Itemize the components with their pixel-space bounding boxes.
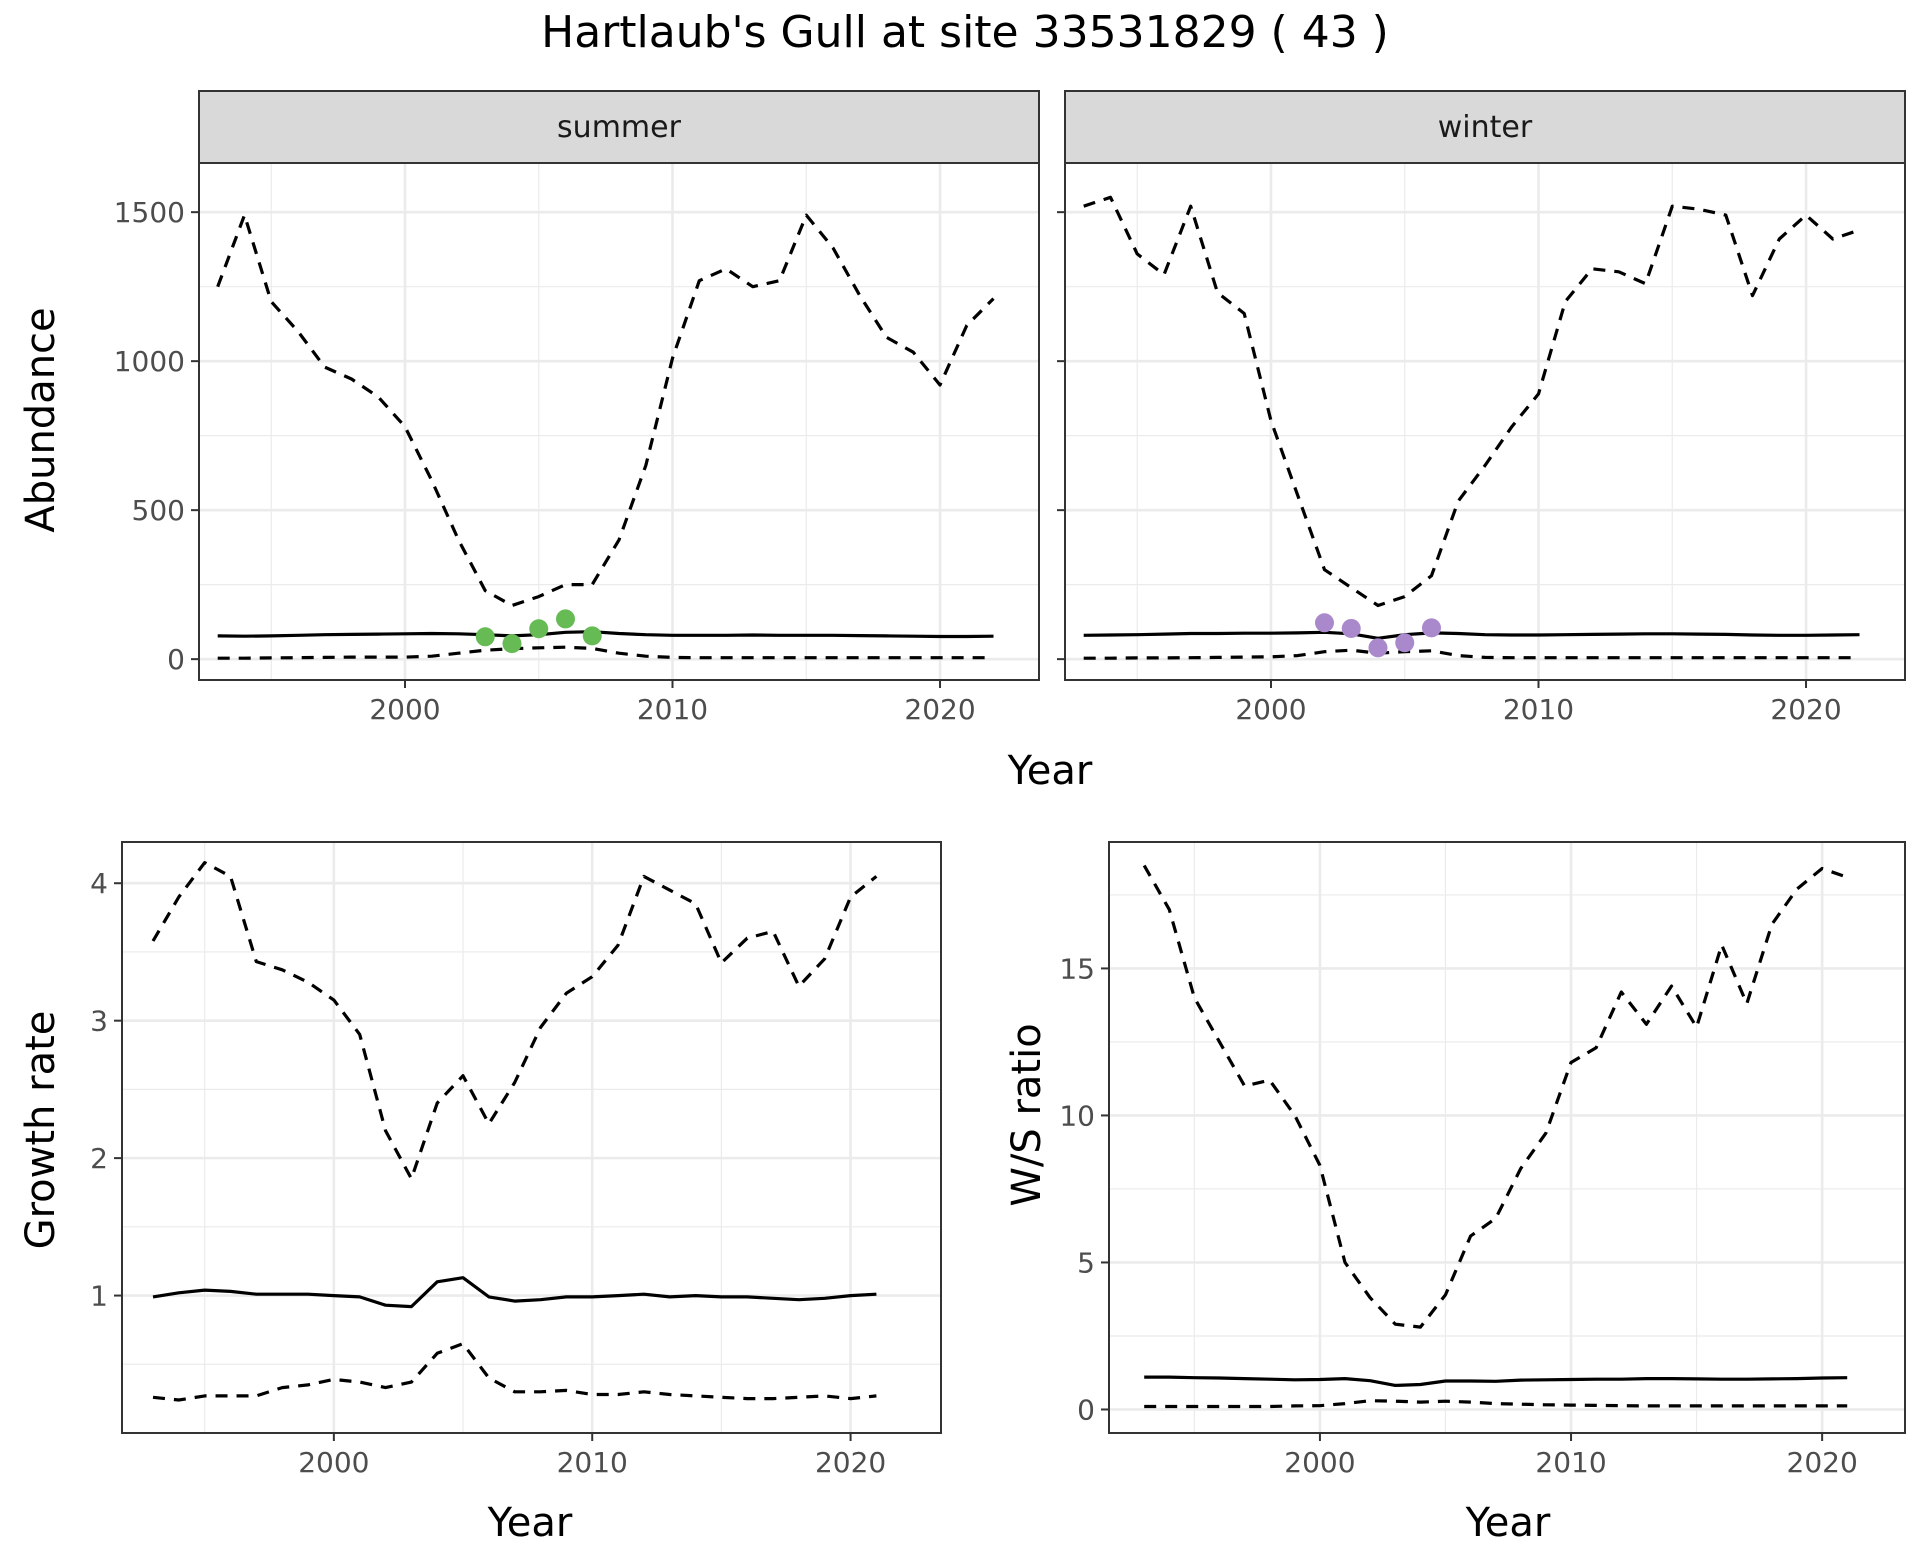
ratio-x-tick-label: 2010	[1535, 1446, 1606, 1479]
winter-strip	[1064, 90, 1906, 164]
winter-panel: winter 2000 2010 2020	[1057, 90, 1906, 726]
growth-panel-border	[121, 841, 942, 1434]
summer-observed-point	[502, 634, 522, 654]
growth-x-axis-title: Year	[487, 1500, 573, 1546]
summer-x-tick-label: 2020	[904, 693, 975, 726]
summer-panel: summer 2000 2010 2020 0 500 1000 1500	[114, 90, 1040, 726]
ratio-y-tick-label: 0	[1077, 1393, 1095, 1426]
winter-observed-point	[1341, 618, 1361, 638]
abundance-x-axis-title: Year	[1007, 748, 1093, 794]
ratio-panel-border	[1108, 841, 1906, 1434]
growth-x-tick-label: 2020	[815, 1446, 886, 1479]
growth-y-tick-label: 3	[90, 1005, 108, 1038]
ratio-panel: 2000 2010 2020 0 5 10 15	[1059, 841, 1906, 1479]
ratio-y-tick-label: 5	[1077, 1246, 1095, 1279]
winter-lower-line	[1083, 648, 1860, 660]
winter-observed-point	[1368, 638, 1388, 658]
winter-observed-point	[1314, 613, 1334, 633]
ratio-upper-line	[1142, 864, 1848, 1329]
winter-observed-point	[1395, 633, 1415, 653]
winter-x-tick-label: 2020	[1770, 693, 1841, 726]
winter-observed-point	[1421, 618, 1441, 638]
summer-observed-point	[582, 626, 602, 646]
summer-upper-line	[216, 213, 995, 608]
winter-upper-line	[1083, 195, 1861, 608]
ratio-y-axis-title: W/S ratio	[1004, 1023, 1050, 1206]
summer-y-tick-label: 1500	[114, 196, 185, 229]
ratio-median-line	[1144, 1375, 1848, 1388]
summer-strip	[198, 90, 1040, 164]
summer-x-tick-label: 2010	[637, 693, 708, 726]
summer-observed-point	[475, 627, 495, 647]
growth-x-tick-label: 2000	[298, 1446, 369, 1479]
summer-y-tick-label: 0	[167, 643, 185, 676]
growth-y-axis-title: Growth rate	[18, 1011, 64, 1250]
abundance-y-axis-title: Abundance	[18, 307, 64, 532]
summer-lower-line	[217, 645, 994, 660]
growth-y-tick-label: 1	[90, 1280, 108, 1313]
summer-median-line	[217, 630, 994, 639]
summer-observed-point	[529, 619, 549, 639]
growth-lower-line	[152, 1342, 877, 1402]
figure-title: Hartlaub's Gull at site 33531829 ( 43 )	[541, 7, 1389, 58]
ratio-y-tick-label: 10	[1059, 1099, 1095, 1132]
ratio-x-tick-label: 2020	[1787, 1446, 1858, 1479]
winter-median-line	[1083, 630, 1860, 640]
winter-strip-label: winter	[1438, 110, 1533, 145]
summer-strip-label: summer	[557, 110, 682, 145]
summer-y-tick-label: 1000	[114, 345, 185, 378]
growth-x-tick-label: 2010	[557, 1446, 628, 1479]
summer-observed-point	[555, 609, 575, 629]
growth-panel: 2000 2010 2020 1 2 3 4	[90, 841, 942, 1479]
summer-y-tick-label: 500	[132, 494, 185, 527]
growth-y-tick-label: 4	[90, 867, 108, 900]
winter-x-tick-label: 2010	[1503, 693, 1574, 726]
growth-median-line	[152, 1276, 877, 1309]
growth-upper-line	[151, 860, 878, 1181]
winter-x-tick-label: 2000	[1235, 693, 1306, 726]
ratio-y-tick-label: 15	[1059, 952, 1095, 985]
growth-y-tick-label: 2	[90, 1142, 108, 1175]
summer-x-tick-label: 2000	[369, 693, 440, 726]
ratio-x-tick-label: 2000	[1284, 1446, 1355, 1479]
ratio-x-axis-title: Year	[1465, 1500, 1551, 1546]
